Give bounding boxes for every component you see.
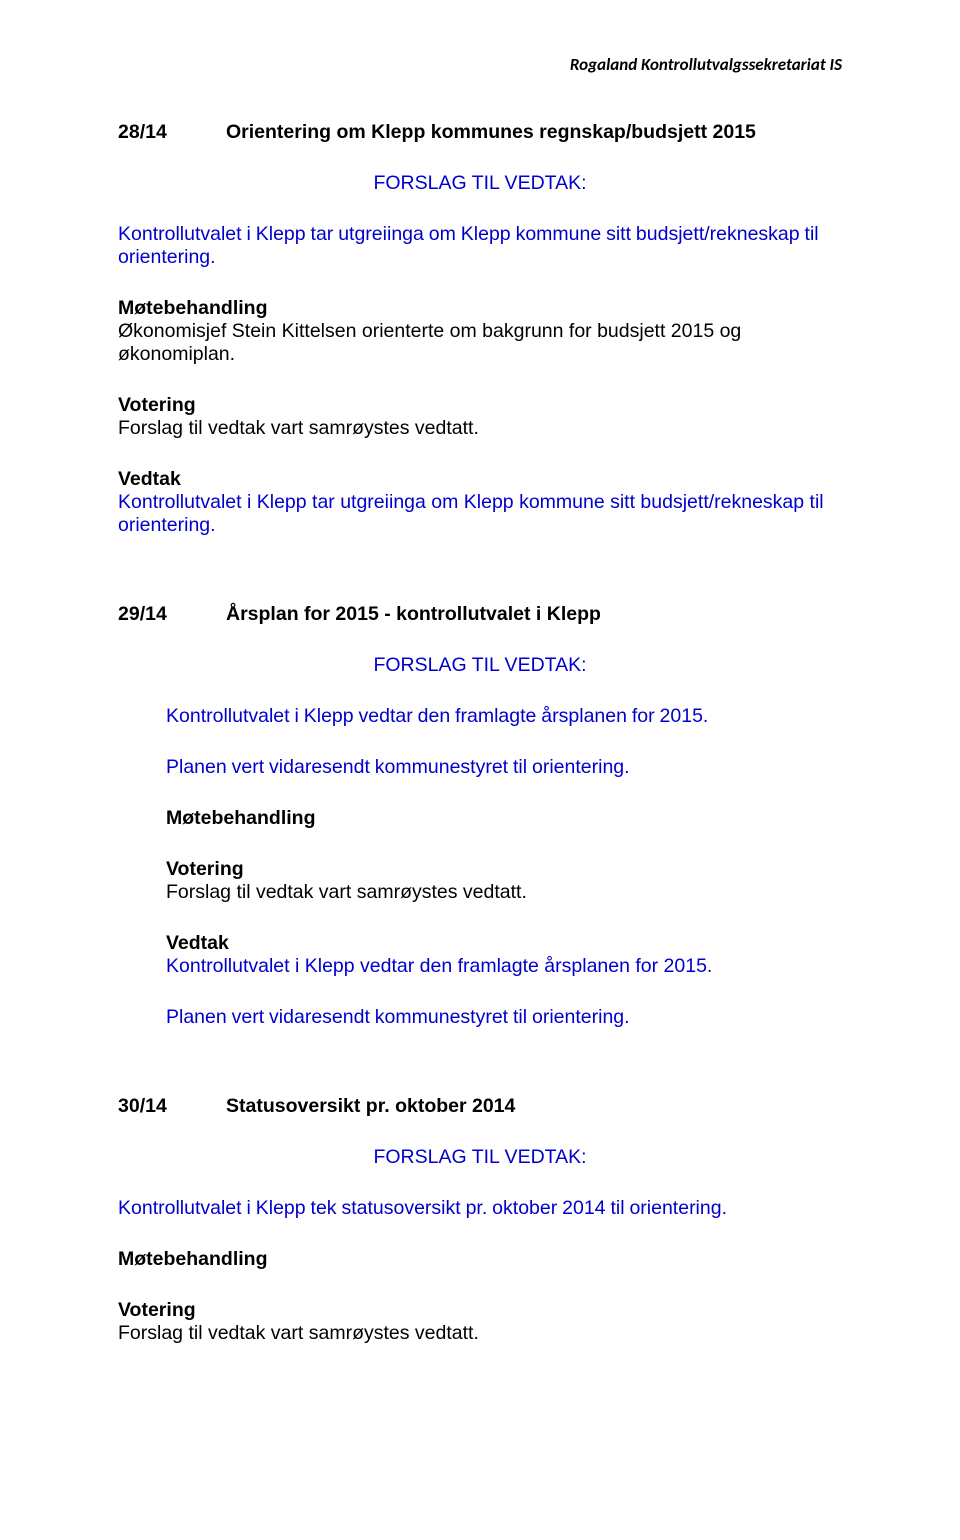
voting-block: Votering Forslag til vedtak vart samrøys…	[166, 858, 842, 904]
proposal-text-line1: Kontrollutvalet i Klepp vedtar den framl…	[166, 705, 842, 728]
agenda-item-heading: 28/14 Orientering om Klepp kommunes regn…	[118, 121, 842, 144]
agenda-item-heading: 30/14 Statusoversikt pr. oktober 2014	[118, 1095, 842, 1118]
meeting-handling-heading: Møtebehandling	[118, 1248, 842, 1271]
meeting-handling-text: Økonomisjef Stein Kittelsen orienterte o…	[118, 320, 842, 366]
spacer	[118, 1057, 842, 1095]
meeting-handling-block: Møtebehandling	[118, 1248, 842, 1271]
decision-block: Vedtak Kontrollutvalet i Klepp vedtar de…	[166, 932, 842, 978]
agenda-item-title: Orientering om Klepp kommunes regnskap/b…	[226, 121, 842, 144]
document-page: Rogaland Kontrollutvalgssekretariat IS 2…	[0, 0, 960, 1540]
agenda-item-title: Statusoversikt pr. oktober 2014	[226, 1095, 842, 1118]
voting-heading: Votering	[166, 858, 842, 881]
proposal-label: FORSLAG TIL VEDTAK:	[118, 172, 842, 195]
proposal-text: Kontrollutvalet i Klepp tar utgreiinga o…	[118, 223, 842, 269]
decision-text: Kontrollutvalet i Klepp tar utgreiinga o…	[118, 491, 842, 537]
voting-text: Forslag til vedtak vart samrøystes vedta…	[166, 881, 842, 904]
decision-block: Vedtak Kontrollutvalet i Klepp tar utgre…	[118, 468, 842, 537]
proposal-text: Kontrollutvalet i Klepp tek statusoversi…	[118, 1197, 842, 1220]
agenda-item-number: 30/14	[118, 1095, 226, 1118]
header-organization: Rogaland Kontrollutvalgssekretariat IS	[118, 54, 842, 75]
agenda-item-title: Årsplan for 2015 - kontrollutvalet i Kle…	[226, 603, 842, 626]
voting-block: Votering Forslag til vedtak vart samrøys…	[118, 1299, 842, 1345]
agenda-item-heading: 29/14 Årsplan for 2015 - kontrollutvalet…	[118, 603, 842, 626]
proposal-text-line2: Planen vert vidaresendt kommunestyret ti…	[166, 756, 842, 779]
voting-block: Votering Forslag til vedtak vart samrøys…	[118, 394, 842, 440]
spacer	[118, 565, 842, 603]
meeting-handling-block: Møtebehandling	[166, 807, 842, 830]
proposal-label: FORSLAG TIL VEDTAK:	[118, 654, 842, 677]
decision-heading: Vedtak	[166, 932, 842, 955]
agenda-item-number: 29/14	[118, 603, 226, 626]
decision-heading: Vedtak	[118, 468, 842, 491]
meeting-handling-heading: Møtebehandling	[166, 807, 842, 830]
voting-text: Forslag til vedtak vart samrøystes vedta…	[118, 1322, 842, 1345]
proposal-label: FORSLAG TIL VEDTAK:	[118, 1146, 842, 1169]
decision-text-line1: Kontrollutvalet i Klepp vedtar den framl…	[166, 955, 842, 978]
voting-heading: Votering	[118, 394, 842, 417]
voting-heading: Votering	[118, 1299, 842, 1322]
meeting-handling-heading: Møtebehandling	[118, 297, 842, 320]
agenda-item-number: 28/14	[118, 121, 226, 144]
meeting-handling-block: Møtebehandling Økonomisjef Stein Kittels…	[118, 297, 842, 366]
decision-text-line2: Planen vert vidaresendt kommunestyret ti…	[166, 1006, 842, 1029]
voting-text: Forslag til vedtak vart samrøystes vedta…	[118, 417, 842, 440]
